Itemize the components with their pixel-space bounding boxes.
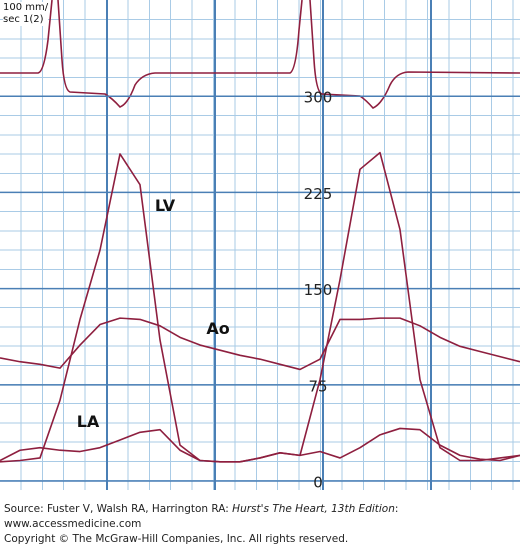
series-label: LV (155, 196, 176, 215)
series-label: Ao (206, 319, 229, 338)
y-tick-label: 150 (304, 281, 333, 299)
ecg-trace (0, 0, 520, 109)
chart-paper (0, 0, 520, 490)
y-tick-label: 300 (304, 89, 333, 107)
series-line (0, 317, 520, 371)
source-title: Hurst's The Heart, 13th Edition (232, 503, 395, 515)
footer: Source: Fuster V, Walsh RA, Harrington R… (4, 502, 516, 547)
scale-note: 100 mm/ sec 1(2) (3, 2, 49, 26)
copyright: Copyright © The McGraw-Hill Companies, I… (4, 533, 349, 545)
series-line (0, 427, 520, 463)
source: Source: Fuster V, Walsh RA, Harrington R… (4, 503, 233, 515)
y-tick-label: 225 (304, 185, 333, 203)
y-tick-label: 0 (313, 474, 323, 490)
source-url: : www.accessmedicine.com (4, 503, 399, 530)
series-label: LA (77, 412, 100, 431)
